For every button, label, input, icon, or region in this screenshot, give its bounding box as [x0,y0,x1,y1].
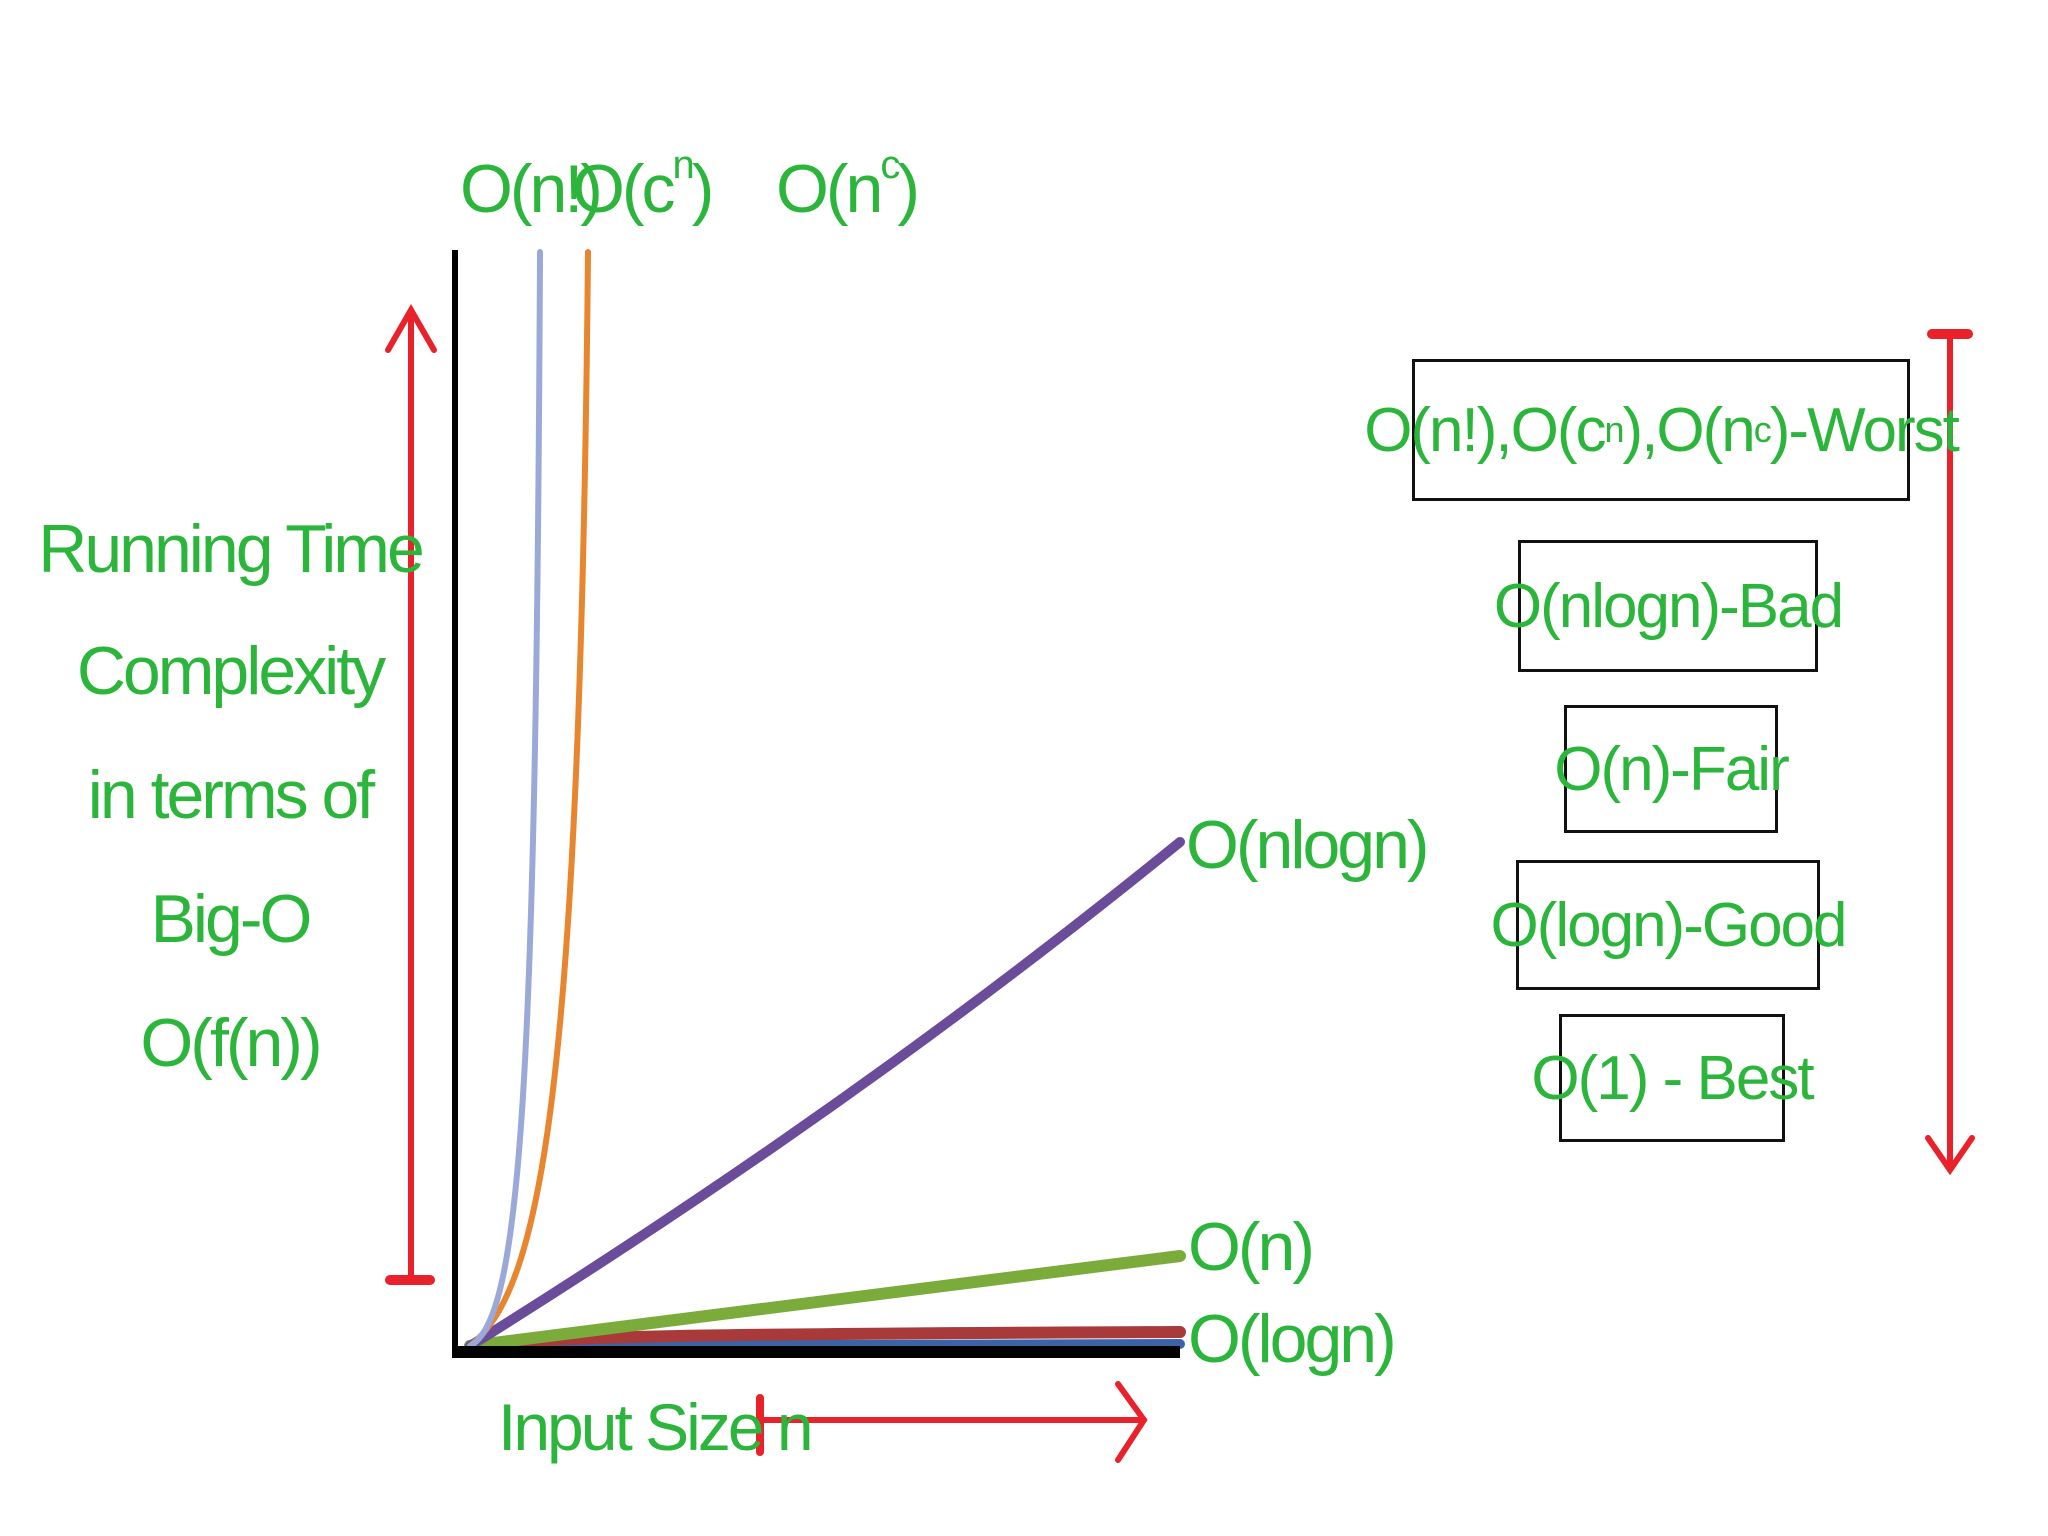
label-o-logn: O(logn) [1188,1301,1394,1377]
rank-fair: O(n)-Fair [1554,705,1790,833]
label-o-n-c: O(nc) [776,143,917,227]
running-time-arrow [385,303,437,1285]
curve-o-c-n [467,249,591,1349]
label-o-n-factorial: O(n!) [460,151,600,227]
x-axis-label: Input Size n [498,1390,811,1464]
y-label-line-4: Big-O [150,881,313,957]
label-o-nlogn: O(nlogn) [1186,807,1427,883]
ranking-arrow [1925,329,1975,1176]
curve-o-n [464,1250,1186,1352]
input-size-arrow [756,1381,1148,1463]
rank-worst: O(n!),O(c n),O(n c)-Worst [1364,359,1960,501]
curve-o-1 [465,1339,1185,1351]
rank-good: O(logn)-Good [1490,860,1848,990]
y-label-line-5: O(f(n)) [140,1005,322,1081]
curve-o-nlogn [465,837,1185,1351]
rank-bad: O(nlogn)-Bad [1494,540,1844,672]
label-o-n: O(n) [1188,1209,1312,1285]
y-label-line-3: in terms of [87,757,375,833]
rank-best: O(1) - Best [1531,1014,1815,1142]
label-o-c-n: O(cn) [572,143,711,227]
y-label-line-1: Running Time [38,511,425,587]
curve-o-n-c [470,252,820,1346]
y-label-line-2: Complexity [76,633,386,709]
curve-o-n-factorial [467,249,543,1349]
